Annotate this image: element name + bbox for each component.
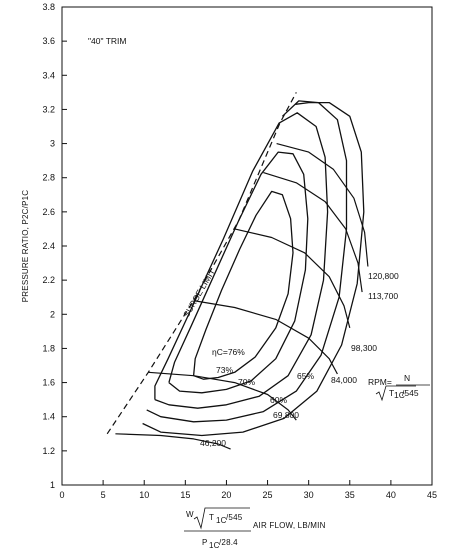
x-tick-label: 20 [221, 490, 231, 500]
y-tick-label: 2.2 [42, 275, 55, 285]
svg-text:T: T [389, 388, 394, 398]
x-tick-label: 30 [304, 490, 314, 500]
svg-text:P: P [202, 538, 208, 547]
svg-text:N: N [404, 373, 410, 383]
x-tick-label: 0 [59, 490, 64, 500]
axis-ticks: 0 5 10 15 20 25 30 35 40 45 1 1.2 1.4 1.6 1.8 2 2.2 2.4 2.… [42, 2, 437, 500]
svg-text:RPM=: RPM= [368, 377, 392, 387]
surge-limit-label: SURGE LIMIT [181, 267, 217, 319]
speed-line [115, 433, 231, 450]
y-tick-label: 1.6 [42, 378, 55, 388]
x-tick-label: 15 [180, 490, 190, 500]
y-tick-label: 1.2 [42, 446, 55, 456]
svg-text:1C: 1C [216, 516, 227, 525]
efficiency-islands [142, 100, 365, 437]
y-tick-label: 2.4 [42, 241, 55, 251]
svg-text:1C: 1C [394, 390, 405, 400]
x-tick-label: 40 [386, 490, 396, 500]
y-tick-label: 1 [50, 480, 55, 490]
svg-text:AIR FLOW, LB/MIN: AIR FLOW, LB/MIN [253, 521, 326, 530]
speed-lines [115, 143, 369, 450]
speed-label-98300: 98,300 [351, 343, 377, 353]
speed-line [148, 371, 297, 421]
svg-text:T: T [209, 513, 214, 522]
y-tick-label: 3.4 [42, 70, 55, 80]
y-tick-label: 2.6 [42, 207, 55, 217]
svg-text:/545: /545 [402, 388, 419, 398]
y-tick-label: 1.4 [42, 412, 55, 422]
y-axis-title: PRESSURE RATIO, P2C/P1C [21, 190, 30, 303]
efficiency-contour [146, 100, 348, 423]
x-tick-label: 25 [263, 490, 273, 500]
speed-label-69800: 69,800 [273, 410, 299, 420]
y-tick-label: 1.8 [42, 343, 55, 353]
speed-line [263, 172, 363, 293]
y-tick-label: 3.2 [42, 104, 55, 114]
speed-label-46200: 46,200 [200, 438, 226, 448]
speed-line [276, 143, 369, 267]
efficiency-label-60: 60% [270, 395, 287, 405]
efficiency-label-70: 70% [238, 377, 255, 387]
efficiency-contour [142, 101, 365, 437]
speed-line [234, 228, 351, 329]
efficiency-contour [168, 151, 309, 394]
trim-label: "40" TRIM [88, 36, 126, 46]
svg-text:1C: 1C [209, 541, 220, 550]
speed-label-120800: 120,800 [368, 271, 399, 281]
y-tick-label: 2 [50, 309, 55, 319]
speed-label-84000: 84,000 [331, 375, 357, 385]
speed-line [193, 300, 338, 375]
efficiency-contour [192, 190, 294, 380]
efficiency-contour [154, 112, 329, 409]
rpm-formula: RPM= N T 1C /545 [368, 373, 430, 402]
y-tick-label: 3.8 [42, 2, 55, 12]
x-tick-label: 5 [101, 490, 106, 500]
x-axis-title: W T 1C /545 AIR FLOW, LB/MIN P 1C /28.4 [184, 507, 326, 550]
efficiency-label-73: 73% [216, 365, 233, 375]
x-tick-label: 45 [427, 490, 437, 500]
svg-text:/28.4: /28.4 [219, 538, 238, 547]
efficiency-label-76: ηC=76% [212, 347, 245, 357]
plot-frame [61, 6, 433, 486]
speed-label-113700: 113,700 [368, 291, 398, 301]
y-tick-label: 3.6 [42, 36, 55, 46]
efficiency-label-65: 65% [297, 371, 314, 381]
svg-text:/545: /545 [226, 513, 243, 522]
x-tick-label: 10 [139, 490, 149, 500]
surge-line [106, 92, 297, 435]
x-tick-label: 35 [345, 490, 355, 500]
y-tick-label: 2.8 [42, 173, 55, 183]
y-tick-label: 3 [50, 139, 55, 149]
svg-text:W: W [186, 510, 194, 519]
